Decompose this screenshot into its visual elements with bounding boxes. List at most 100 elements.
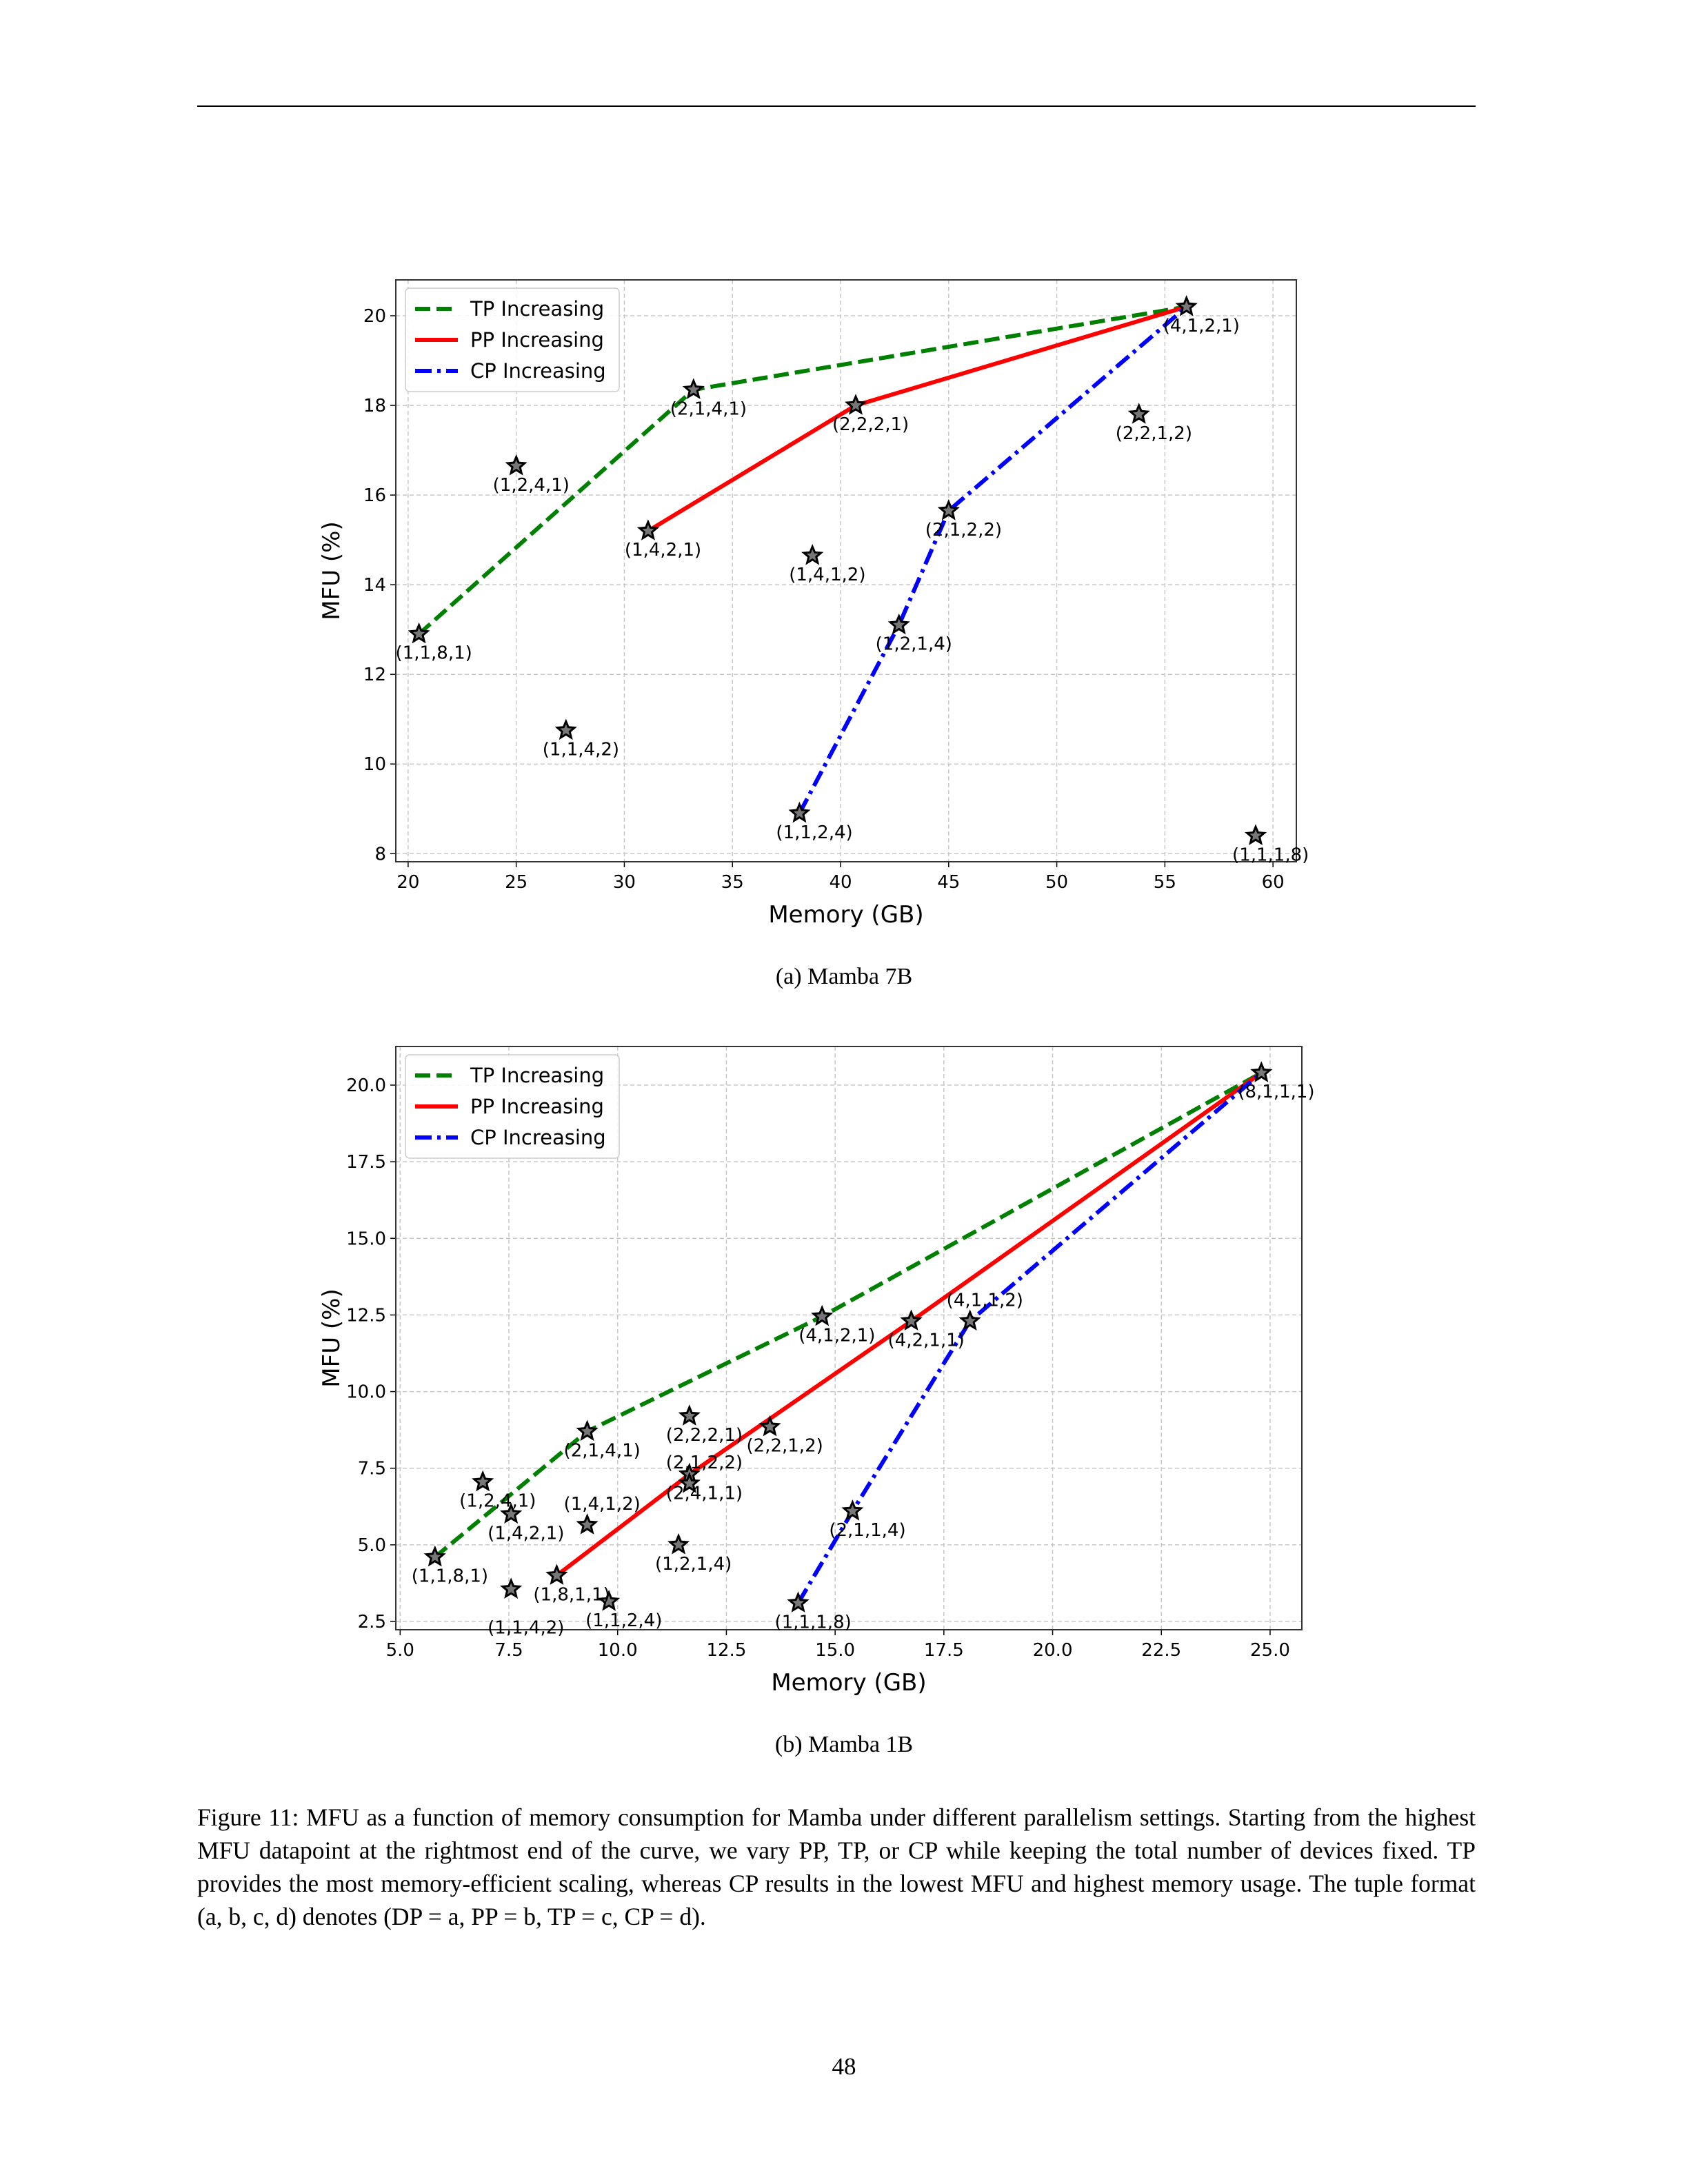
legend-label: TP Increasing: [470, 297, 604, 321]
series-line-cp: [796, 1071, 1263, 1604]
legend-box: [405, 287, 620, 392]
data-point-label: (1,1,4,2): [543, 739, 619, 760]
x-tick-label: 22.5: [1141, 1640, 1181, 1661]
legend-label: CP Increasing: [470, 1126, 606, 1149]
x-tick-label: 35: [721, 872, 744, 893]
y-tick-label: 5.0: [358, 1535, 386, 1556]
x-tick-label: 25.0: [1250, 1640, 1290, 1661]
y-tick-label: 14: [363, 575, 386, 596]
data-point-star: [554, 718, 577, 740]
data-point-label: (1,1,4,2): [488, 1617, 564, 1638]
data-point-label: (1,2,4,1): [459, 1491, 536, 1512]
data-point-star: [505, 454, 528, 476]
data-point-star: [545, 1564, 568, 1585]
series-line-cp: [797, 305, 1188, 815]
page-number: 48: [832, 2053, 856, 2080]
data-point-label: (1,2,4,1): [493, 475, 570, 496]
x-tick-label: 20: [396, 872, 419, 893]
legend-label: PP Increasing: [470, 1095, 604, 1118]
data-point-label: (1,1,8,1): [412, 1566, 488, 1587]
plot-frame: [395, 279, 1297, 862]
legend-label: CP Increasing: [470, 359, 606, 383]
data-point-star: [576, 1513, 599, 1535]
data-point-label: (2,2,2,1): [832, 414, 909, 435]
x-tick-label: 7.5: [494, 1640, 523, 1661]
data-point-label: (2,1,4,1): [670, 398, 747, 419]
data-point-label: (4,1,1,2): [947, 1290, 1023, 1311]
data-point-star: [1250, 1061, 1273, 1082]
y-tick-label: 10: [363, 754, 386, 775]
data-point-label: (2,1,4,1): [564, 1440, 641, 1461]
data-point-star: [841, 1499, 864, 1521]
data-point-star: [500, 1502, 523, 1524]
y-axis-label: MFU (%): [318, 1288, 345, 1387]
data-point-star: [900, 1309, 923, 1331]
data-point-star: [408, 622, 430, 644]
subcaption-a: (a) Mamba 7B: [775, 964, 913, 989]
x-axis-label: Memory (GB): [768, 901, 923, 929]
x-tick-label: 40: [829, 872, 852, 893]
data-point-label: (4,2,1,1): [888, 1330, 965, 1351]
y-tick-label: 18: [363, 396, 386, 416]
data-point-star: [787, 1591, 810, 1612]
data-point-label: (2,1,2,2): [666, 1453, 743, 1473]
data-point-star: [576, 1419, 599, 1442]
data-point-star: [500, 1577, 523, 1599]
chart-mamba-1b: 5.0 7.5 10.0 12.5 15.0 17.5 20.0 22.5 25.02.55.0…: [318, 1046, 1315, 1697]
data-point-star: [678, 1404, 701, 1426]
x-axis-label: Memory (GB): [771, 1669, 926, 1697]
data-point-label: (8,1,1,1): [1238, 1082, 1314, 1102]
y-tick-label: 16: [363, 485, 386, 506]
y-axis-label: MFU (%): [318, 521, 345, 620]
y-tick-label: 15.0: [346, 1228, 386, 1249]
data-point-star: [472, 1470, 494, 1492]
x-tick-label: 30: [613, 872, 636, 893]
legend-box: [405, 1054, 620, 1159]
x-tick-label: 20.0: [1033, 1640, 1073, 1661]
data-point-label: (2,1,1,4): [829, 1520, 905, 1541]
data-point-label: (1,1,2,4): [776, 822, 852, 843]
data-point-star: [758, 1415, 781, 1437]
data-point-star: [801, 543, 824, 565]
y-tick-label: 17.5: [346, 1152, 386, 1173]
header-rule: [197, 105, 1476, 107]
data-point-label: (2,2,2,1): [666, 1425, 743, 1446]
x-tick-label: 60: [1262, 872, 1285, 893]
x-tick-label: 5.0: [386, 1640, 414, 1661]
series-line-pp: [555, 1071, 1263, 1577]
x-tick-label: 17.5: [924, 1640, 964, 1661]
data-point-label: (1,1,1,8): [775, 1612, 852, 1632]
data-point-label: (2,4,1,1): [666, 1484, 743, 1504]
data-point-label: (1,4,1,2): [789, 565, 865, 585]
data-point-star: [667, 1533, 690, 1555]
data-point-star: [887, 613, 910, 635]
chart-mamba-7b: 20 25 30 35 40 45 50 55 60 8 10 12 14 16 18 20 TP Increa…: [318, 279, 1309, 929]
data-point-label: (1,1,2,4): [585, 1610, 662, 1631]
subcaption-b: (b) Mamba 1B: [774, 1732, 914, 1757]
y-tick-label: 10.0: [346, 1382, 386, 1403]
data-point-label: (1,1,8,1): [396, 643, 472, 664]
data-point-star: [811, 1304, 834, 1326]
data-point-label: (1,4,2,1): [625, 540, 701, 560]
plot-frame: [395, 1046, 1303, 1630]
data-point-star: [423, 1545, 446, 1567]
data-point-star: [937, 499, 960, 520]
data-point-label: (4,1,2,1): [798, 1326, 875, 1346]
y-tick-label: 20.0: [346, 1075, 386, 1096]
data-point-star: [678, 1471, 701, 1493]
y-tick-label: 8: [374, 844, 386, 865]
data-point-label: (2,2,1,2): [747, 1436, 823, 1457]
y-tick-label: 2.5: [358, 1612, 386, 1632]
data-point-star: [1175, 295, 1198, 316]
data-point-label: (1,8,1,1): [533, 1584, 610, 1605]
data-point-label: (2,2,1,2): [1116, 423, 1192, 444]
y-tick-label: 7.5: [358, 1459, 386, 1479]
x-tick-label: 55: [1154, 872, 1176, 893]
y-tick-label: 20: [363, 306, 386, 327]
data-point-star: [597, 1590, 621, 1611]
data-point-label: (1,2,1,4): [655, 1554, 732, 1575]
data-point-star: [958, 1309, 981, 1331]
data-point-star: [844, 394, 867, 415]
x-tick-label: 12.5: [706, 1640, 746, 1661]
x-tick-label: 25: [505, 872, 528, 893]
